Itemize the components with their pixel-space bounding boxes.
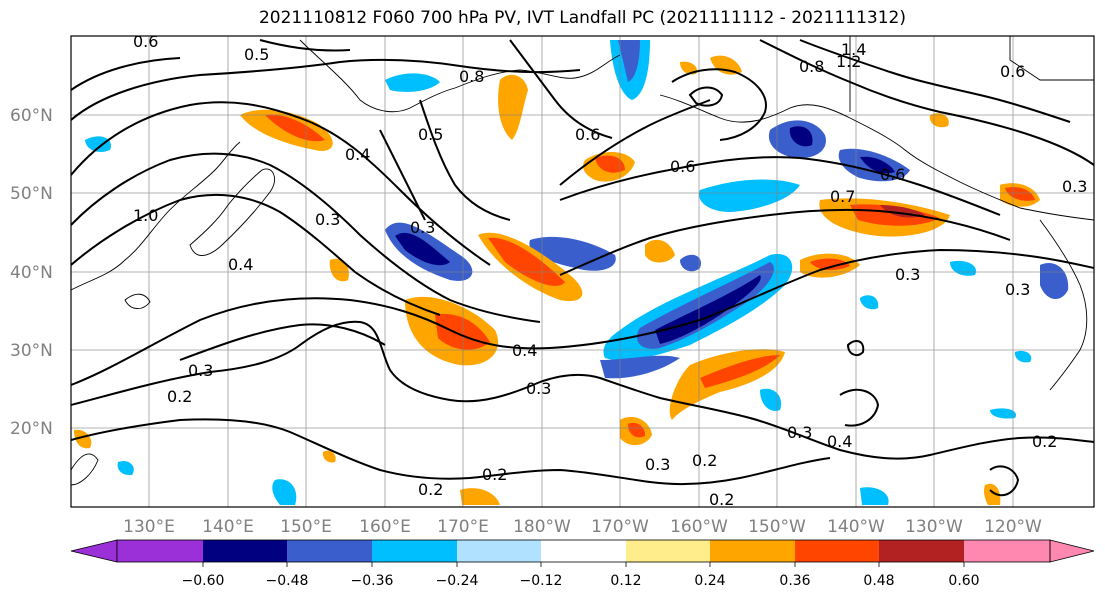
colorbar-tick-label: 0.60 xyxy=(948,573,979,589)
lon-label: 160°W xyxy=(670,517,728,537)
contour-label: 0.6 xyxy=(1000,62,1025,81)
contour-label: 0.3 xyxy=(315,210,340,229)
colorbar-bin xyxy=(710,540,795,562)
contour-label: 0.3 xyxy=(410,218,435,237)
colorbar-tick-label: −0.12 xyxy=(520,573,563,589)
contour-label: 0.4 xyxy=(827,432,852,451)
contour-label: 0.7 xyxy=(830,187,855,206)
contour-label: 1.4 xyxy=(841,40,866,59)
plot-area: 0.6 0.5 0.8 1.4 1.2 0.6 0.6 0.8 0.4 0.5 … xyxy=(71,32,1094,509)
contour-label: 0.8 xyxy=(459,67,484,86)
contour-label: 0.8 xyxy=(799,57,824,76)
lon-label: 130°W xyxy=(905,517,963,537)
colorbar-tick-label: 0.36 xyxy=(779,573,810,589)
contour-label: 0.5 xyxy=(418,125,443,144)
colorbar-tick-label: 0.12 xyxy=(610,573,641,589)
plot-frame xyxy=(70,35,1095,508)
colorbar: −0.60 −0.48 −0.36 −0.24 −0.12 0.12 0.24 … xyxy=(70,539,1095,589)
contour-labels: 0.6 0.5 0.8 1.4 1.2 0.6 0.6 0.8 0.4 0.5 … xyxy=(133,32,1087,509)
lon-label: 150°W xyxy=(748,517,806,537)
contour-label: 0.2 xyxy=(692,451,717,470)
lon-label: 180°W xyxy=(513,517,571,537)
contour-label: 0.3 xyxy=(526,379,551,398)
contour-label: 1.2 xyxy=(836,52,861,71)
lon-label: 150°E xyxy=(280,517,332,537)
contour-label: 0.6 xyxy=(133,32,158,51)
colorbar-tick-label: −0.36 xyxy=(351,573,394,589)
lat-label-40: 40°N xyxy=(10,263,53,283)
contour-label: 0.3 xyxy=(188,361,213,380)
colorbar-bin xyxy=(287,540,372,562)
contour-label: 0.3 xyxy=(1062,177,1087,196)
contour-label: 0.3 xyxy=(787,423,812,442)
map-title: 2021110812 F060 700 hPa PV, IVT Landfall… xyxy=(258,8,906,28)
colorbar-bin xyxy=(203,540,287,562)
colorbar-bin xyxy=(372,540,457,562)
lat-label-60: 60°N xyxy=(10,106,53,126)
contour-label: 0.3 xyxy=(1005,280,1030,299)
contour-label: 0.2 xyxy=(1032,432,1057,451)
colorbar-tick-label: 0.48 xyxy=(863,573,894,589)
colorbar-extend-min xyxy=(70,539,118,563)
lon-label: 130°E xyxy=(123,517,175,537)
colorbar-bin xyxy=(117,540,203,562)
colorbar-bin xyxy=(795,540,879,562)
contour-label: 0.3 xyxy=(645,455,670,474)
contour-label: 0.6 xyxy=(670,157,695,176)
lon-label: 170°E xyxy=(437,517,489,537)
contour-label: 0.2 xyxy=(167,387,192,406)
lat-label-30: 30°N xyxy=(10,341,53,361)
contour-label: 0.6 xyxy=(880,165,905,184)
lon-label: 170°W xyxy=(591,517,649,537)
colorbar-extend-max xyxy=(1049,539,1095,563)
colorbar-bin xyxy=(964,540,1050,562)
colorbar-bin xyxy=(541,540,626,562)
contour-label: 0.2 xyxy=(418,480,443,499)
lon-label: 140°E xyxy=(202,517,254,537)
colorbar-tick-label: −0.24 xyxy=(436,573,479,589)
contour-label: 0.2 xyxy=(709,490,734,509)
pv-contours xyxy=(71,39,1094,497)
contour-label: 0.4 xyxy=(512,341,537,360)
colorbar-tick-label: −0.60 xyxy=(182,573,225,589)
contour-label: 0.4 xyxy=(345,145,370,164)
lon-label: 140°W xyxy=(827,517,885,537)
colorbar-bin xyxy=(457,540,541,562)
lat-label-50: 50°N xyxy=(10,184,53,204)
colorbar-tick-label: −0.48 xyxy=(266,573,309,589)
contour-label: 0.5 xyxy=(244,45,269,64)
colorbar-tick-label: 0.24 xyxy=(694,573,725,589)
longitude-labels: 130°E 140°E 150°E 160°E 170°E 180°W 170°… xyxy=(123,517,1042,537)
lon-label: 160°E xyxy=(359,517,411,537)
coastlines xyxy=(71,36,1094,486)
positive-shading xyxy=(74,55,1040,505)
colorbar-bin xyxy=(879,540,964,562)
lat-label-20: 20°N xyxy=(10,419,53,439)
latitude-labels: 60°N 50°N 40°N 30°N 20°N xyxy=(10,106,53,439)
contour-label: 0.4 xyxy=(228,255,253,274)
lon-label: 120°W xyxy=(984,517,1042,537)
contour-label: 1.0 xyxy=(133,206,158,225)
colorbar-bin xyxy=(626,540,710,562)
contour-label: 0.3 xyxy=(895,265,920,284)
contour-label: 0.6 xyxy=(575,125,600,144)
contour-label: 0.2 xyxy=(482,465,507,484)
